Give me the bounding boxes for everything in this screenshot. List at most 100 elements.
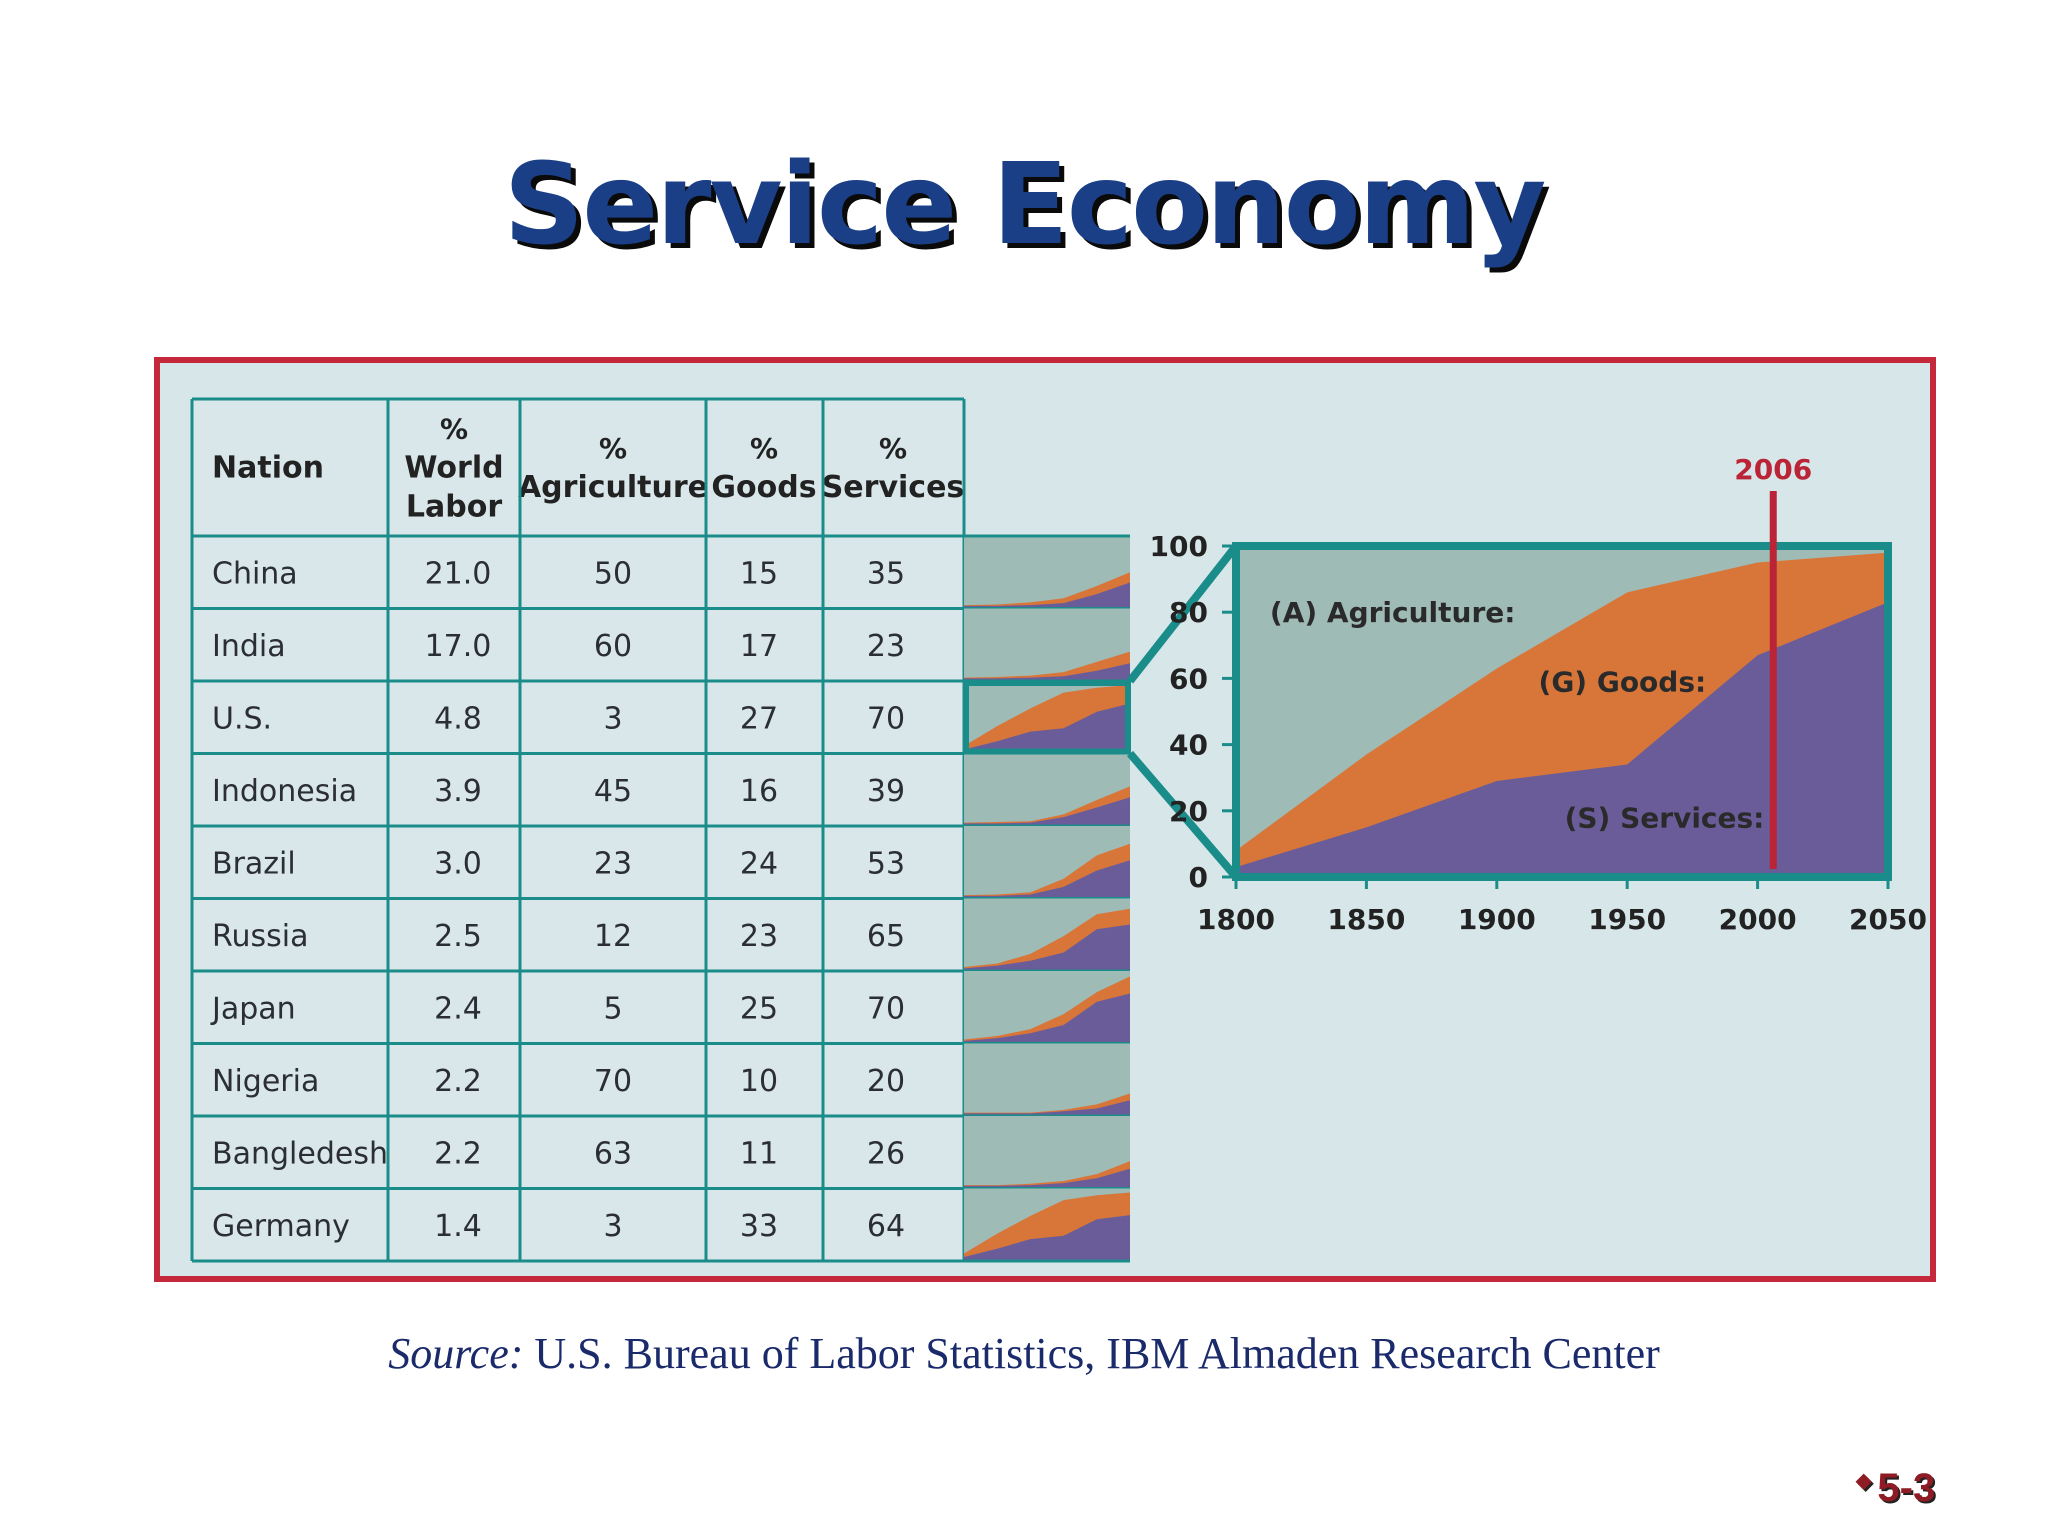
table-cell-us-services: 70: [867, 701, 905, 736]
table-cell-brazil-nation: Brazil: [212, 846, 296, 881]
table-cell-brazil-goods: 24: [740, 846, 778, 881]
source-label: Source:: [388, 1329, 524, 1378]
table-header-2-line-0: %: [599, 432, 627, 465]
sparkline-services-brazil: [964, 860, 1130, 899]
table-header-4-line-0: %: [879, 432, 907, 465]
table-cell-us-agriculture: 3: [603, 701, 622, 736]
y-tick-label-40: 40: [1169, 729, 1208, 762]
table-header-3-line-0: %: [750, 432, 778, 465]
y-tick-label-80: 80: [1169, 596, 1208, 629]
table-cell-germany-world_labor: 1.4: [434, 1209, 482, 1244]
table-cell-brazil-agriculture: 23: [594, 846, 632, 881]
table-cell-india-goods: 17: [740, 629, 778, 664]
figure-panel: Nation% World Labor% Agriculture% Goods% Serv…: [154, 357, 1936, 1282]
table-cell-indonesia-services: 39: [867, 774, 905, 809]
table-cell-bangledesh-world_labor: 2.2: [434, 1136, 482, 1171]
labor-table: Nation% World Labor% Agriculture% Goods% Serv…: [190, 397, 966, 1263]
highlight-box-us: [963, 680, 1131, 755]
table-cell-germany-agriculture: 3: [603, 1209, 622, 1244]
table-cell-russia-goods: 23: [740, 919, 778, 954]
table-header-1-line-0: %: [440, 412, 468, 445]
table-cell-us-nation: U.S.: [212, 701, 272, 736]
table-header-1-line-1: World: [404, 450, 503, 485]
sparkline-services-indonesia: [964, 797, 1130, 826]
x-tick-label-1800: 1800: [1197, 903, 1275, 936]
zoom-connector-bottom: [1126, 750, 1240, 880]
table-cell-nigeria-world_labor: 2.2: [434, 1064, 482, 1099]
slide-title: Service Economy: [503, 140, 1547, 270]
sparkline-services-russia: [964, 924, 1130, 971]
table-cell-indonesia-world_labor: 3.9: [434, 774, 482, 809]
table-cell-japan-goods: 25: [740, 991, 778, 1026]
y-tick-label-100: 100: [1150, 530, 1208, 563]
table-cell-russia-nation: Russia: [212, 919, 309, 954]
us-area-chart: 2006 0 20 40 60 80 100 1800 1850 1900 1950 2000 2050…: [963, 453, 1927, 936]
table-cell-japan-services: 70: [867, 991, 905, 1026]
y-tick-label-60: 60: [1169, 662, 1208, 695]
y-tick-label-0: 0: [1189, 861, 1208, 894]
sparkline-services-bangledesh: [964, 1168, 1130, 1189]
x-tick-label-2000: 2000: [1719, 903, 1797, 936]
table-cell-india-world_labor: 17.0: [425, 629, 492, 664]
table-cell-russia-agriculture: 12: [594, 919, 632, 954]
source-note: Source: U.S. Bureau of Labor Statistics,…: [0, 1328, 2048, 1379]
table-cell-indonesia-agriculture: 45: [594, 774, 632, 809]
label-agriculture: (A) Agriculture:: [1270, 596, 1516, 629]
table-cell-us-world_labor: 4.8: [434, 701, 482, 736]
table-cell-china-nation: China: [212, 556, 298, 591]
table-cell-russia-services: 65: [867, 919, 905, 954]
sparkline-services-japan: [964, 993, 1130, 1044]
y-tick-label-20: 20: [1169, 795, 1208, 828]
table-header-0-line-0: Nation: [212, 450, 324, 485]
table-cell-japan-agriculture: 5: [603, 991, 622, 1026]
label-services: (S) Services:: [1565, 801, 1765, 834]
table-cell-bangledesh-services: 26: [867, 1136, 905, 1171]
table-cell-japan-nation: Japan: [210, 991, 296, 1026]
table-cell-china-agriculture: 50: [594, 556, 632, 591]
table-cell-indonesia-goods: 16: [740, 774, 778, 809]
page-number: ◆ 5-3: [1856, 1466, 1935, 1511]
page-number-text: 5-3: [1877, 1466, 1936, 1510]
table-cell-india-agriculture: 60: [594, 629, 632, 664]
table-cell-us-goods: 27: [740, 701, 778, 736]
sparkline-services-germany: [964, 1215, 1130, 1261]
table-cell-india-services: 23: [867, 629, 905, 664]
table-background: [192, 399, 964, 1261]
sparkline-services-nigeria: [964, 1100, 1130, 1116]
table-cell-china-world_labor: 21.0: [425, 556, 492, 591]
x-tick-label-1850: 1850: [1327, 903, 1405, 936]
sparkline-services-india: [964, 663, 1130, 681]
table-cell-germany-nation: Germany: [212, 1209, 350, 1244]
marker-label-2006: 2006: [1734, 453, 1812, 486]
x-tick-label-1950: 1950: [1588, 903, 1666, 936]
table-cell-india-nation: India: [212, 629, 286, 664]
table-cell-bangledesh-nation: Bangledesh: [212, 1136, 388, 1171]
sparkline-services-china: [964, 582, 1130, 609]
chart-frame: [1232, 542, 1892, 881]
table-cell-indonesia-nation: Indonesia: [212, 774, 357, 809]
sparkline-column: [964, 534, 1130, 1263]
table-cell-nigeria-nation: Nigeria: [212, 1064, 319, 1099]
table-cell-nigeria-services: 20: [867, 1064, 905, 1099]
zoom-connector-top: [1126, 543, 1240, 684]
sparkline-services-us: [964, 703, 1130, 754]
table-cell-nigeria-agriculture: 70: [594, 1064, 632, 1099]
x-tick-label-1900: 1900: [1458, 903, 1536, 936]
table-cell-germany-goods: 33: [740, 1209, 778, 1244]
table-header-2-line-1: Agriculture: [518, 470, 708, 505]
table-cell-china-goods: 15: [740, 556, 778, 591]
area-services: [1236, 602, 1888, 877]
table-header-3-line-1: Goods: [711, 470, 816, 505]
table-cell-germany-services: 64: [867, 1209, 905, 1244]
figure-svg: Nation% World Labor% Agriculture% Goods% Serv…: [190, 397, 1927, 1263]
table-header-4-line-1: Services: [822, 470, 965, 505]
table-cell-russia-world_labor: 2.5: [434, 919, 482, 954]
diamond-bullet-icon: ◆: [1856, 1470, 1872, 1492]
x-tick-label-2050: 2050: [1849, 903, 1927, 936]
table-cell-bangledesh-agriculture: 63: [594, 1136, 632, 1171]
table-cell-china-services: 35: [867, 556, 905, 591]
table-cell-japan-world_labor: 2.4: [434, 991, 482, 1026]
table-cell-brazil-services: 53: [867, 846, 905, 881]
table-cell-bangledesh-goods: 11: [740, 1136, 778, 1171]
table-header-1-line-2: Labor: [406, 489, 502, 524]
